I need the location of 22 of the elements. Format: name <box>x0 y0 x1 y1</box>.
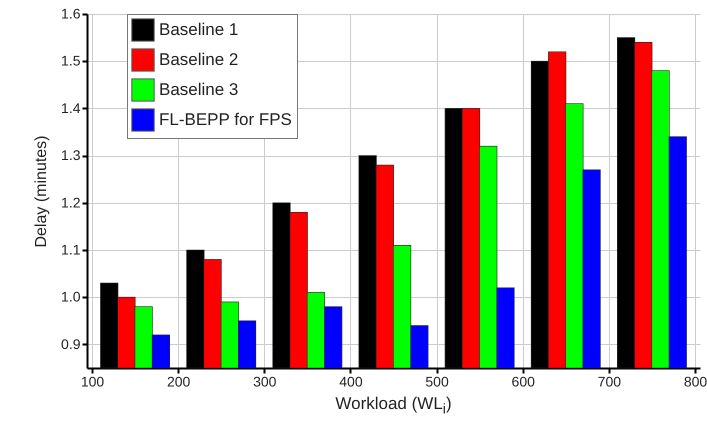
y-tick-label: 1.6 <box>61 6 81 22</box>
legend-label: Baseline 3 <box>159 80 238 99</box>
y-tick-label: 1.4 <box>61 100 81 116</box>
legend-label: Baseline 2 <box>159 50 238 69</box>
y-tick-label: 1.5 <box>61 52 81 69</box>
y-axis-title: Delay (minutes) <box>33 135 50 248</box>
y-tick-label: 1.0 <box>61 288 81 305</box>
y-tick-label: 0.9 <box>61 336 81 352</box>
x-tick-label: 300 <box>253 374 277 390</box>
x-tick-label: 700 <box>598 374 622 390</box>
y-tick-label: 1.2 <box>61 194 81 210</box>
x-axis-title: Workload (WL$_{i}$) <box>334 394 453 418</box>
legend-label: FL-BEPP for FPS <box>159 110 292 129</box>
x-tick-label: 500 <box>425 374 449 390</box>
y-tick-label: 1.1 <box>61 242 81 258</box>
x-tick-label: 800 <box>684 374 707 390</box>
x-tick-label: 400 <box>339 374 363 390</box>
x-tick-label: 600 <box>512 374 536 390</box>
legend-label: Baseline 1 <box>159 20 238 39</box>
x-tick-label: 200 <box>166 374 191 390</box>
y-tick-label: 1.3 <box>61 147 81 164</box>
x-tick-label: 100 <box>80 374 104 390</box>
